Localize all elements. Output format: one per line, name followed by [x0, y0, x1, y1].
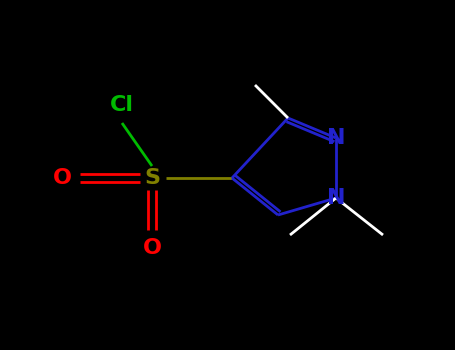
- Text: S: S: [144, 168, 160, 188]
- Text: O: O: [52, 168, 71, 188]
- Text: N: N: [327, 188, 345, 208]
- Text: Cl: Cl: [110, 95, 134, 115]
- Text: O: O: [142, 238, 162, 258]
- Text: N: N: [327, 128, 345, 148]
